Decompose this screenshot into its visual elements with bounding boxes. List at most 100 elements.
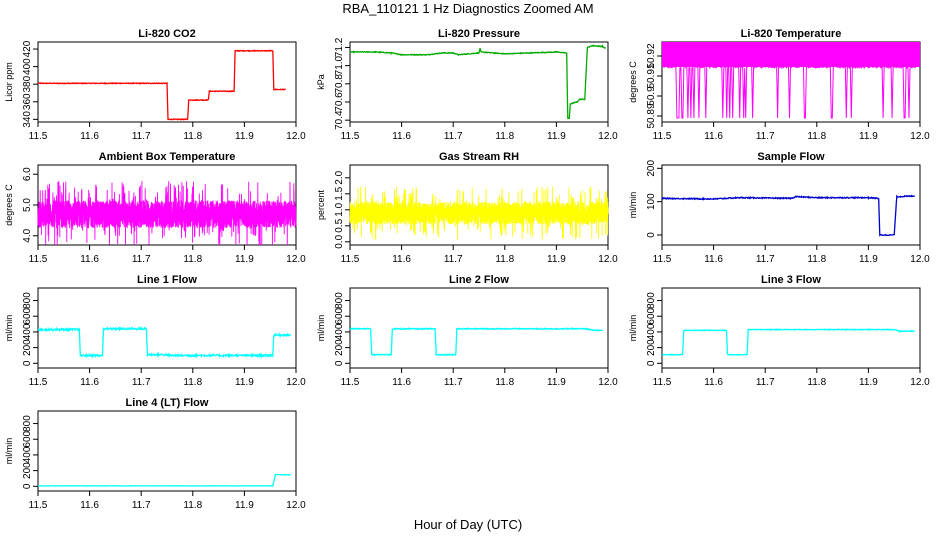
chart-title: Line 1 Flow	[137, 274, 197, 286]
x-tick-label: 11.7	[756, 254, 775, 265]
y-tick-label: 0	[334, 360, 345, 366]
series-line	[37, 180, 297, 246]
chart-title: Line 3 Flow	[761, 274, 821, 286]
y-tick-label: 600	[22, 307, 33, 324]
y-tick-label: 50.89	[646, 103, 657, 128]
x-tick-label: 11.6	[392, 131, 411, 142]
y-tick-label: 600	[646, 307, 657, 324]
y-tick-label: 100	[646, 193, 657, 210]
y-tick-label: 800	[22, 415, 33, 432]
x-tick-label: 11.9	[235, 254, 254, 265]
x-tick-label: 12.0	[910, 254, 930, 265]
series-line	[349, 43, 606, 120]
y-tick-label: 380	[22, 75, 33, 92]
y-tick-label: 50.9	[646, 86, 657, 106]
y-tick-label: 1.5	[334, 186, 345, 200]
chart-title: Li-820 CO2	[138, 28, 195, 40]
y-tick-label: 800	[334, 292, 345, 309]
x-tick-label: 11.6	[80, 131, 99, 142]
x-tick-label: 11.8	[495, 131, 514, 142]
x-tick-label: 11.8	[495, 254, 514, 265]
y-tick-label: 200	[646, 160, 657, 177]
y-tick-label: 200	[22, 339, 33, 356]
series-line	[661, 64, 920, 119]
plot-frame	[349, 287, 609, 369]
x-tick-label: 11.9	[547, 254, 566, 265]
y-axis-label: ml/min	[4, 438, 14, 465]
y-tick-label: 71.2	[334, 37, 345, 57]
y-tick-label: 200	[646, 339, 657, 356]
y-axis-label: degrees C	[4, 184, 14, 226]
x-tick-label: 11.9	[547, 131, 566, 142]
y-tick-label: 600	[22, 430, 33, 447]
x-tick-label: 11.8	[183, 500, 202, 511]
series-line	[37, 325, 292, 359]
y-axis-label: ml/min	[316, 315, 326, 342]
x-tick-label: 11.8	[807, 254, 826, 265]
x-tick-label: 11.6	[80, 377, 99, 388]
plot-frame	[37, 410, 297, 492]
x-tick-label: 11.8	[495, 377, 514, 388]
y-tick-label: 420	[22, 40, 33, 57]
x-tick-label: 11.8	[183, 377, 202, 388]
chart-panel: Line 1 Flow 11.5 11.6 11.7 11.8 11.9 12.0 0 2004…	[4, 274, 306, 388]
chart-title: Li-820 Pressure	[438, 28, 520, 40]
y-tick-label: 6.0	[22, 167, 33, 181]
chart-panel: Li-820 CO2 11.5 11.6 11.7 11.8 11.9 12.0 340360…	[4, 28, 306, 142]
x-tick-label: 12.0	[598, 254, 618, 265]
x-tick-label: 11.9	[859, 377, 878, 388]
y-axis-label: ml/min	[628, 315, 638, 342]
x-tick-label: 11.9	[859, 254, 878, 265]
series-line	[349, 327, 604, 357]
x-tick-label: 11.6	[392, 254, 411, 265]
x-tick-label: 11.6	[704, 254, 723, 265]
y-tick-label: 600	[334, 307, 345, 324]
x-tick-label: 12.0	[286, 500, 306, 511]
x-tick-label: 11.5	[341, 131, 360, 142]
plot-frame	[37, 287, 297, 369]
chart-panel: Line 3 Flow 11.5 11.6 11.7 11.8 11.9 12.0 0 2004…	[628, 274, 930, 388]
y-tick-label: 200	[22, 462, 33, 479]
y-tick-label: 800	[22, 292, 33, 309]
x-tick-label: 12.0	[598, 377, 618, 388]
x-tick-label: 11.8	[183, 131, 202, 142]
chart-panel: Ambient Box Temperature 11.5 11.6 11.7 11.8 1…	[4, 151, 306, 265]
x-tick-label: 11.9	[547, 377, 566, 388]
chart-panel: Li-820 Temperature 11.5 11.6 11.7 11.8 11.9 12…	[628, 28, 930, 142]
plot-frame	[661, 164, 921, 246]
y-axis-label: ml/min	[4, 315, 14, 342]
chart-panel: Line 4 (LT) Flow 11.5 11.6 11.7 11.8 11.9 12.0…	[4, 397, 306, 511]
y-tick-label: 400	[334, 323, 345, 340]
x-tick-label: 11.5	[653, 131, 672, 142]
x-tick-label: 12.0	[286, 254, 306, 265]
x-tick-label: 12.0	[286, 131, 306, 142]
y-tick-label: 0	[22, 360, 33, 366]
y-axis-label: ml/min	[628, 192, 638, 219]
x-tick-label: 11.6	[392, 377, 411, 388]
chart-title: Li-820 Temperature	[741, 28, 842, 40]
y-tick-label: 400	[22, 446, 33, 463]
y-tick-label: 71.0	[334, 55, 345, 75]
y-tick-label: 1.0	[334, 202, 345, 216]
x-tick-label: 11.7	[132, 131, 151, 142]
x-tick-label: 11.7	[756, 131, 775, 142]
x-tick-label: 11.5	[653, 377, 672, 388]
y-axis-label: degrees C	[628, 61, 638, 103]
y-tick-label: 200	[334, 339, 345, 356]
y-tick-label: 50.91	[646, 63, 657, 88]
series-line	[661, 194, 915, 237]
y-tick-label: 70.6	[334, 92, 345, 112]
chart-panel: Gas Stream RH 11.5 11.6 11.7 11.8 11.9 12.0 0.0…	[316, 151, 618, 265]
chart-title: Line 4 (LT) Flow	[126, 397, 209, 409]
x-tick-label: 11.9	[859, 131, 878, 142]
y-tick-label: 800	[646, 292, 657, 309]
chart-title: Line 2 Flow	[449, 274, 509, 286]
y-axis-label: Licor ppm	[4, 62, 14, 102]
y-tick-label: 0	[646, 360, 657, 366]
y-tick-label: 4.0	[22, 228, 33, 242]
y-tick-label: 2.0	[334, 170, 345, 184]
x-tick-label: 11.7	[444, 377, 463, 388]
y-axis-label: kPa	[316, 74, 326, 90]
x-tick-label: 11.6	[80, 500, 99, 511]
